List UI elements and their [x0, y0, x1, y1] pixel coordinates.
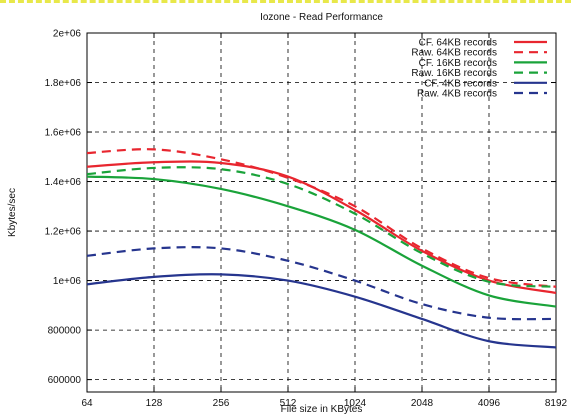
series-line-6: [87, 246, 556, 321]
y-axis-label: Kbytes/sec: [7, 188, 18, 237]
y-tick-label: 1e+06: [53, 276, 82, 287]
x-tick-label: 128: [146, 398, 163, 409]
plot-area: [86, 32, 557, 393]
x-tick-label: 512: [280, 398, 297, 409]
legend-label: Raw. 64KB records: [411, 48, 497, 59]
x-tick-label: 4096: [478, 398, 501, 409]
x-tick-label: 256: [213, 398, 230, 409]
y-tick-label: 1.8e+06: [45, 78, 82, 89]
series-line-3: [87, 175, 556, 308]
series-line-4: [87, 166, 556, 288]
x-tick-label: 64: [81, 398, 93, 409]
legend-label: CF. 64KB records: [419, 38, 497, 49]
y-tick-label: 1.4e+06: [45, 177, 82, 188]
x-tick-label: 8192: [545, 398, 568, 409]
x-tick-label: 1024: [344, 398, 367, 409]
series-layer: [87, 148, 556, 349]
y-tick-label: 600000: [48, 375, 82, 386]
y-tick-label: 800000: [48, 326, 82, 337]
y-tick-label: 1.6e+06: [45, 128, 82, 139]
series-line-2: [87, 148, 556, 288]
x-tick-label: 2048: [411, 398, 434, 409]
y-tick-label: 1.2e+06: [45, 227, 82, 238]
series-line-5: [87, 273, 556, 349]
legend-label: CF. 4KB records: [424, 78, 497, 89]
legend-label: CF. 16KB records: [419, 58, 497, 69]
y-tick-label: 2e+06: [53, 29, 82, 40]
axis-ticks-layer: 64 128 256 512 1024 2048 4096 8192 600000 800000 1…: [45, 29, 568, 410]
x-axis-label: File size in KBytes: [281, 404, 363, 414]
legend-label: Raw. 4KB records: [417, 89, 497, 100]
chart-title: Iozone - Read Performance: [260, 12, 383, 23]
legend-label: Raw. 16KB records: [411, 68, 497, 79]
grid-layer: [87, 33, 556, 392]
